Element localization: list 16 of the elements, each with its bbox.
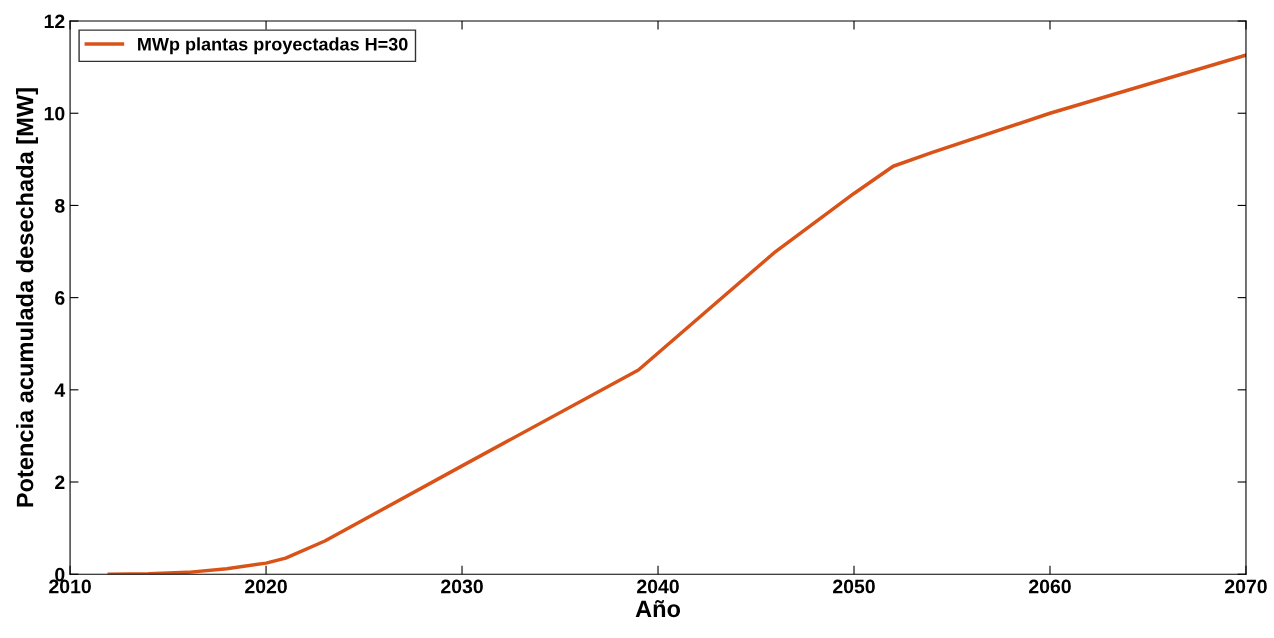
x-tick-label: 2060 (1029, 579, 1071, 594)
x-tick-label: 2020 (245, 579, 287, 594)
legend-label: MWp plantas proyectadas H=30 (138, 37, 408, 55)
y-tick-label: 8 (55, 198, 65, 213)
line-series (107, 53, 1246, 575)
y-axis-title: Potencia acumulada desechada [MW] (16, 88, 39, 507)
x-tick-label: 2040 (637, 579, 679, 594)
y-tick-label: 12 (44, 14, 65, 29)
x-tick-label: 2050 (833, 579, 875, 594)
y-tick-label: 4 (54, 383, 66, 397)
x-axis-title: Año (635, 600, 681, 618)
x-tick-label: 2070 (1225, 579, 1267, 594)
y-tick-label: 2 (55, 475, 65, 490)
x-tick-label: 2030 (441, 579, 483, 594)
y-tick-label: 6 (55, 291, 65, 305)
y-tick-label: 10 (44, 106, 65, 121)
